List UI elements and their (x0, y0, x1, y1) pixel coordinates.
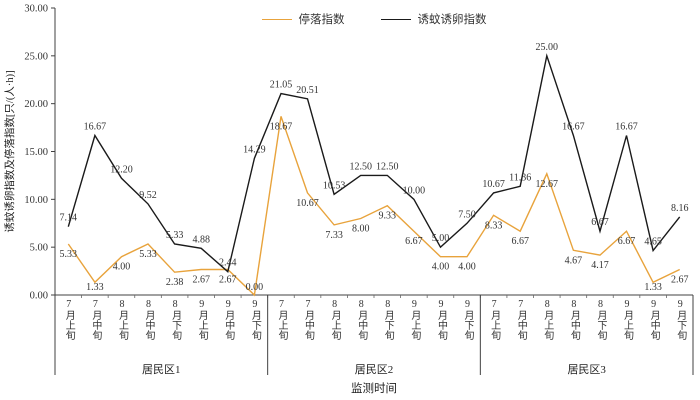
x-tick-label: 7月上旬 (276, 299, 287, 340)
data-label: 10.67 (482, 179, 505, 190)
data-label: 2.67 (671, 275, 689, 286)
legend: 停落指数 诱蚊诱卵指数 (55, 11, 693, 27)
y-axis-title: 诱蚊诱卵指数及停落指数[只/(人·h)] (5, 70, 16, 233)
x-tick-label: 9月中旬 (648, 299, 660, 340)
data-label: 14.29 (243, 144, 266, 155)
data-label: 16.67 (562, 122, 585, 133)
data-label: 12.20 (110, 164, 133, 175)
data-label: 12.50 (376, 161, 399, 172)
x-tick-label: 7月上旬 (63, 299, 75, 340)
data-label: 5.00 (432, 233, 450, 244)
data-label: 4.17 (591, 260, 609, 271)
data-label: 9.33 (379, 211, 397, 222)
data-label: 4.00 (113, 262, 131, 273)
data-label: 4.88 (192, 234, 210, 245)
series-line-perching-index (67, 116, 681, 297)
data-label: 7.14 (60, 213, 78, 224)
data-label: 4.00 (432, 262, 450, 273)
data-label: 5.33 (139, 249, 157, 260)
x-tick-label: 9月下旬 (249, 299, 261, 340)
x-tick-label: 8月下旬 (595, 299, 606, 340)
group-label: 居民区1 (142, 364, 181, 376)
data-label: 2.44 (219, 258, 237, 269)
data-label: 11.36 (509, 172, 531, 183)
y-tick-label: 0.00 (30, 291, 48, 302)
x-tick-label: 8月下旬 (382, 299, 394, 340)
x-tick-label: 8月下旬 (169, 299, 181, 340)
group-label: 居民区3 (567, 364, 606, 376)
data-label: 16.67 (84, 122, 107, 133)
x-tick-label: 9月上旬 (621, 299, 633, 340)
legend-label-perching-index: 停落指数 (298, 14, 345, 26)
y-tick-label: 10.00 (24, 195, 48, 206)
x-tick-label: 8月上旬 (116, 299, 128, 340)
series-line-ovitrap-index (67, 53, 681, 273)
legend-label-ovitrap-index: 诱蚊诱卵指数 (417, 14, 487, 26)
data-label: 7.33 (325, 230, 343, 241)
x-tick-label: 8月上旬 (329, 299, 341, 340)
data-label: 8.16 (671, 203, 689, 214)
x-tick-label: 8月上旬 (541, 299, 553, 340)
legend-item-ovitrap-index: 诱蚊诱卵指数 (380, 11, 487, 27)
x-tick-label: 9月上旬 (196, 299, 208, 340)
y-tick-label: 30.00 (24, 4, 48, 15)
y-tick-label: 15.00 (24, 147, 48, 158)
data-label: 6.67 (618, 236, 636, 247)
x-tick-label: 9月中旬 (435, 299, 447, 340)
x-tick-label: 7月中旬 (515, 299, 527, 340)
data-label: 0.00 (246, 282, 264, 293)
x-tick-label: 7月上旬 (488, 299, 500, 340)
x-tick-label: 9月上旬 (408, 299, 420, 340)
x-tick-label: 8月中旬 (568, 299, 580, 340)
data-label: 2.67 (192, 275, 210, 286)
legend-line-sample-orange (261, 18, 292, 20)
data-label: 2.38 (166, 277, 184, 288)
data-label: 8.00 (352, 224, 370, 235)
data-label: 8.33 (485, 220, 503, 231)
data-label: 10.00 (403, 185, 426, 196)
data-label: 6.67 (591, 217, 609, 228)
x-tick-label: 9月下旬 (674, 299, 686, 340)
x-tick-label: 7月中旬 (89, 299, 101, 340)
data-label: 16.67 (615, 122, 638, 133)
y-tick-label: 25.00 (24, 51, 48, 62)
data-label: 6.67 (405, 236, 423, 247)
data-label: 21.05 (270, 80, 293, 91)
data-label: 6.67 (511, 236, 529, 247)
x-tick-label: 8月中旬 (143, 299, 154, 340)
data-label: 12.50 (349, 161, 372, 172)
data-label: 7.50 (458, 209, 476, 220)
x-tick-label: 9月下旬 (462, 299, 473, 340)
data-label: 10.67 (296, 198, 319, 209)
data-label: 12.67 (536, 179, 559, 190)
data-label: 9.52 (139, 190, 157, 201)
group-label: 居民区2 (354, 364, 394, 376)
data-label: 25.00 (536, 42, 559, 53)
data-label: 5.33 (60, 249, 78, 260)
data-label: 18.67 (270, 121, 293, 132)
x-tick-label: 8月中旬 (355, 299, 367, 340)
data-label: 1.33 (644, 282, 662, 293)
x-tick-label: 9月中旬 (222, 299, 234, 340)
legend-line-sample-black (380, 18, 411, 20)
x-axis-title: 监测时间 (351, 383, 397, 395)
y-tick-label: 20.00 (24, 99, 48, 110)
data-label: 5.33 (166, 230, 184, 241)
data-label: 2.67 (219, 275, 237, 286)
x-tick-label: 7月中旬 (302, 299, 314, 340)
data-label: 10.53 (323, 180, 346, 191)
data-label: 1.33 (86, 282, 104, 293)
data-label: 20.51 (296, 85, 319, 96)
y-tick-label: 5.00 (30, 243, 48, 254)
data-label: 4.00 (458, 262, 476, 273)
data-label: 4.67 (565, 255, 583, 266)
data-label: 4.65 (644, 237, 662, 248)
legend-item-perching-index: 停落指数 (261, 11, 345, 27)
